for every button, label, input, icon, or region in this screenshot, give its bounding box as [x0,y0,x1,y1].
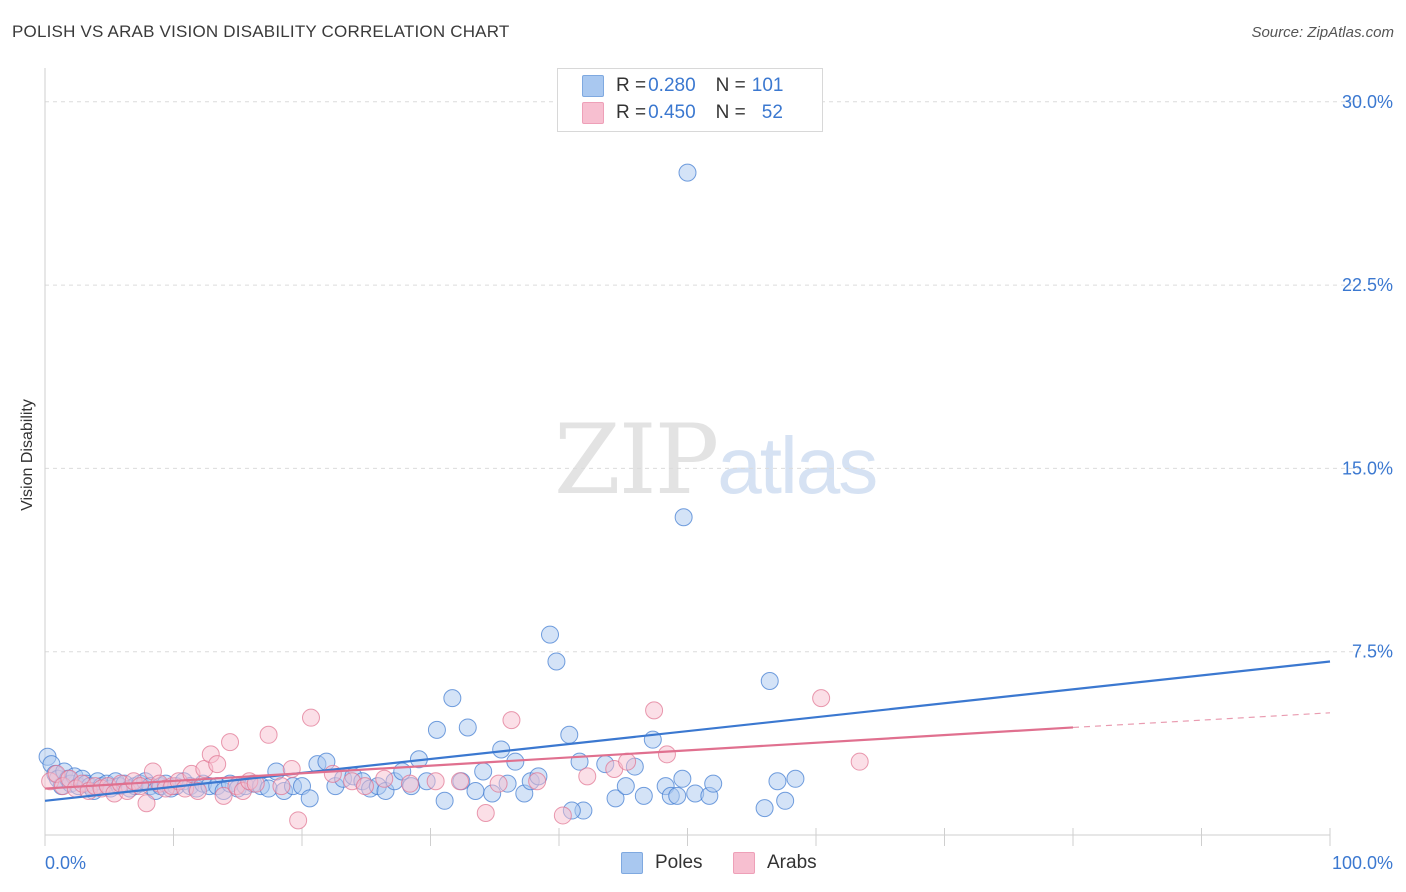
y-tick-label: 15.0% [1342,458,1393,478]
poles-point [435,791,454,810]
trend-lines [44,660,1331,802]
poles-point [458,718,477,737]
poles-point [760,672,779,691]
arabs-point [188,782,207,801]
arabs-point [259,725,278,744]
arabs-point [289,811,308,830]
poles-point [492,740,511,759]
poles-point [674,508,693,527]
arabs-n-key: N = [715,102,746,123]
poles-point [755,799,774,818]
poles-legend-swatch [621,852,643,874]
poles-point [634,786,653,805]
series-legend: Poles Arabs [0,852,1406,878]
poles-r-value: 0.280 [648,75,696,96]
arabs-legend-swatch [733,852,755,874]
stats-legend-row-poles: R = 0.280 N = 101 [582,73,783,99]
poles-point [768,772,787,791]
poles-n-key: N = [715,75,746,96]
arabs-point [645,701,664,720]
poles-point [560,725,579,744]
legend-item-arabs[interactable]: Arabs [733,852,817,874]
stats-legend-row-arabs: R = 0.450 N = 52 [582,100,783,126]
arabs-point [553,806,572,825]
arabs-trend-extension [1072,712,1331,729]
y-tick-label: 30.0% [1342,92,1393,112]
chart-source: Source: ZipAtlas.com [1251,24,1394,41]
poles-point [668,786,687,805]
tick-labels: 7.5% 15.0% 22.5% 30.0% 0.0% 100.0% [45,92,1393,873]
poles-point [704,774,723,793]
arabs-point [301,708,320,727]
legend-item-poles[interactable]: Poles [621,852,703,874]
arabs-point [489,774,508,793]
poles-point [466,782,485,801]
axes [44,68,1331,846]
poles-point [443,689,462,708]
arabs-point [528,772,547,791]
poles-point [300,789,319,808]
poles-point [547,652,566,671]
y-tick-label: 22.5% [1342,275,1393,295]
arabs-point [426,772,445,791]
watermark-atlas: atlas [717,421,878,510]
arabs-point [451,772,470,791]
arabs-point [375,769,394,788]
arabs-point [502,711,521,730]
arabs-n-value: 52 [761,102,783,123]
arabs-point [221,733,240,752]
arabs-point [657,745,676,764]
x-tick-label: 0.0% [45,853,86,873]
poles-swatch [582,75,604,97]
arabs-point [208,755,227,774]
arabs-point [618,752,637,771]
poles-trend-line [44,660,1331,802]
chart-title: POLISH VS ARAB VISION DISABILITY CORRELA… [12,22,510,41]
watermark-zip: ZIP [554,404,719,516]
arabs-point [812,689,831,708]
arabs-r-key: R = [616,102,647,123]
poles-point [606,789,625,808]
arabs-point [400,774,419,793]
y-tick-label: 7.5% [1352,642,1393,662]
grid-lines [45,101,1365,653]
poles-point [673,769,692,788]
poles-point [616,777,635,796]
arabs-point [355,777,374,796]
arabs-point [578,767,597,786]
arabs-point [850,752,869,771]
arabs-swatch [582,102,604,124]
poles-point [776,791,795,810]
poles-n-value: 101 [751,75,784,96]
poles-r-key: R = [616,75,647,96]
arabs-r-value: 0.450 [648,102,696,123]
watermark: ZIPatlas [554,404,878,516]
x-tick-label: 100.0% [1332,853,1393,873]
arabs-point [214,786,233,805]
arabs-point [272,777,291,796]
poles-legend-label: Poles [655,852,703,873]
poles-point [786,769,805,788]
arabs-point [476,804,495,823]
stats-legend: R = 0.280 N = 101 R = 0.450 N = 52 [557,68,823,132]
poles-point [678,163,697,182]
poles-point [474,762,493,781]
arabs-legend-label: Arabs [767,852,817,873]
poles-point [427,720,446,739]
arabs-point [137,794,156,813]
data-points [38,163,869,830]
arabs-trend-line [44,726,1074,790]
poles-point [541,625,560,644]
